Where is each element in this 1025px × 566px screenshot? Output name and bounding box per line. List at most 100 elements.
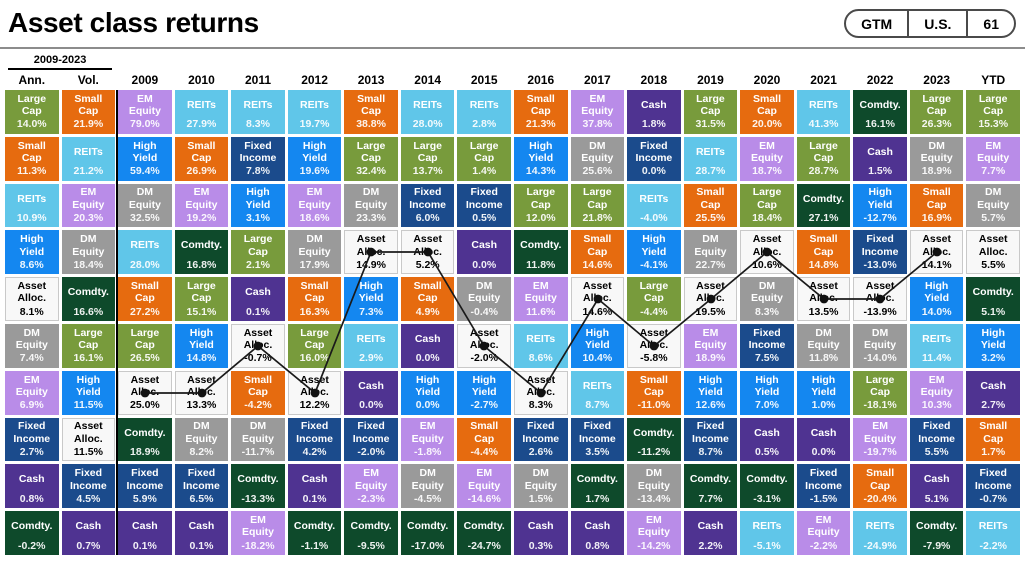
asset-label: Comdty. — [180, 239, 223, 252]
return-cell-2019-small-cap: Small Cap 25.5% — [683, 183, 738, 228]
return-cell-vol-em-equity: EM Equity 20.3% — [61, 183, 116, 228]
return-value: 7.8% — [246, 165, 270, 178]
return-value: 10.3% — [921, 399, 952, 412]
return-cell-vol-small-cap: Small Cap 21.9% — [61, 90, 116, 134]
column-header-2009: 2009 — [131, 73, 159, 87]
return-cell-2022-em-equity: EM Equity -19.7% — [853, 417, 907, 462]
return-value: 18.9% — [921, 165, 952, 178]
return-value: 0.5% — [472, 212, 497, 225]
return-value: 1.0% — [811, 399, 836, 412]
return-value: -1.5% — [809, 492, 838, 505]
return-value: -18.1% — [863, 399, 897, 412]
asset-label: EM Equity — [15, 373, 48, 398]
return-value: 0.0% — [415, 352, 440, 365]
return-value: 11.3% — [17, 165, 47, 178]
asset-label: Large Cap — [583, 186, 612, 211]
asset-label: Asset Alloc. — [696, 280, 725, 305]
return-cell-2009-fixed-income: Fixed Income 5.9% — [118, 464, 172, 509]
return-value: -24.7% — [467, 539, 501, 552]
return-cell-2022-high-yield: High Yield -12.7% — [853, 183, 907, 228]
return-value: 2.9% — [359, 352, 384, 365]
return-cell-ytd-high-yield: High Yield 3.2% — [966, 323, 1020, 368]
return-cell-2015-dm-equity: DM Equity -0.4% — [457, 277, 511, 321]
asset-label: High Yield — [471, 373, 497, 398]
asset-label: EM Equity — [750, 139, 784, 164]
return-cell-2012-fixed-income: Fixed Income 4.2% — [287, 417, 342, 462]
asset-label: Fixed Income — [69, 467, 107, 492]
return-value: 14.0% — [921, 305, 952, 318]
return-cell-2018-dm-equity: DM Equity -13.4% — [627, 464, 681, 509]
asset-label: Cash — [754, 426, 780, 439]
asset-label: Cash — [301, 473, 328, 486]
asset-label: Comdty. — [124, 426, 166, 439]
asset-label: Asset Alloc. — [243, 326, 273, 352]
asset-label: Fixed Income — [183, 467, 220, 492]
return-cell-2012-comdty: Comdty. -1.1% — [287, 511, 342, 555]
return-value: 5.5% — [924, 446, 949, 458]
return-value: 2.8% — [472, 118, 497, 131]
return-value: -5.8% — [640, 352, 668, 365]
return-value: 16.0% — [299, 352, 330, 365]
asset-label: EM Equity — [298, 186, 331, 211]
return-value: -1.8% — [413, 446, 442, 458]
return-value: -14.6% — [467, 492, 501, 505]
return-value: 16.8% — [186, 258, 217, 271]
asset-label: Small Cap — [187, 139, 216, 164]
asset-label: Comdty. — [67, 286, 109, 299]
return-cell-2009-comdty: Comdty. 18.9% — [118, 417, 172, 462]
badge-segment-gtm: GTM — [861, 15, 893, 32]
return-value: 0.0% — [415, 399, 440, 412]
asset-label: REITs — [300, 99, 330, 112]
return-value: 0.0% — [472, 258, 497, 271]
return-value: 25.5% — [695, 212, 726, 225]
return-cell-ytd-comdty: Comdty. 5.1% — [966, 277, 1020, 321]
asset-label: REITs — [413, 99, 443, 112]
return-value: 41.3% — [808, 118, 839, 131]
asset-label: DM Equity — [920, 139, 953, 164]
asset-label: Comdty. — [237, 473, 279, 486]
return-cell-2013-cash: Cash 0.0% — [344, 370, 398, 415]
return-cell-2012-reits: REITs 19.7% — [287, 90, 342, 134]
return-value: 23.3% — [356, 212, 386, 225]
asset-label: High Yield — [302, 139, 327, 164]
return-cell-2017-reits: REITs 8.7% — [570, 370, 625, 415]
return-value: 4.9% — [415, 305, 440, 318]
return-value: 27.2% — [129, 305, 160, 318]
asset-label: Fixed Income — [296, 420, 333, 445]
asset-label: High Yield — [415, 373, 440, 398]
asset-label: DM Equity — [128, 186, 161, 211]
return-value: 4.5% — [76, 492, 101, 505]
return-cell-2015-em-equity: EM Equity -14.6% — [457, 464, 511, 509]
return-value: 19.7% — [299, 118, 330, 131]
return-value: 7.7% — [698, 492, 723, 505]
return-value: 21.3% — [525, 118, 556, 131]
return-cell-2022-comdty: Comdty. 16.1% — [853, 90, 907, 134]
return-cell-2010-high-yield: High Yield 14.8% — [174, 323, 229, 368]
asset-label: Large Cap — [130, 326, 160, 352]
asset-label: Asset Alloc. — [356, 233, 386, 258]
asset-label: High Yield — [584, 326, 610, 352]
return-value: -5.1% — [753, 539, 781, 552]
return-value: 14.8% — [186, 352, 217, 365]
asset-label: Fixed Income — [239, 139, 277, 164]
return-value: 0.1% — [189, 539, 214, 552]
return-value: -19.7% — [863, 446, 897, 458]
return-value: 2.2% — [698, 539, 723, 552]
asset-label: Comdty. — [576, 473, 618, 486]
asset-label: Small Cap — [752, 92, 781, 118]
return-cell-2009-dm-equity: DM Equity 32.5% — [118, 183, 172, 228]
return-value: 6.5% — [189, 492, 214, 505]
return-value: -3.1% — [753, 492, 781, 505]
return-cell-ytd-em-equity: EM Equity 7.7% — [966, 136, 1020, 181]
asset-label: EM Equity — [864, 420, 897, 445]
return-value: -4.1% — [640, 258, 668, 271]
return-value: 27.1% — [808, 212, 839, 225]
column-header-2016: 2016 — [527, 73, 555, 87]
return-cell-2013-em-equity: EM Equity -2.3% — [344, 464, 398, 509]
return-cell-2017-comdty: Comdty. 1.7% — [570, 464, 625, 509]
return-cell-2020-small-cap: Small Cap 20.0% — [740, 90, 794, 134]
asset-label: Small Cap — [243, 373, 272, 398]
asset-label: Large Cap — [922, 92, 951, 118]
return-cell-2009-em-equity: EM Equity 79.0% — [118, 90, 172, 134]
return-value: 19.5% — [695, 305, 726, 318]
